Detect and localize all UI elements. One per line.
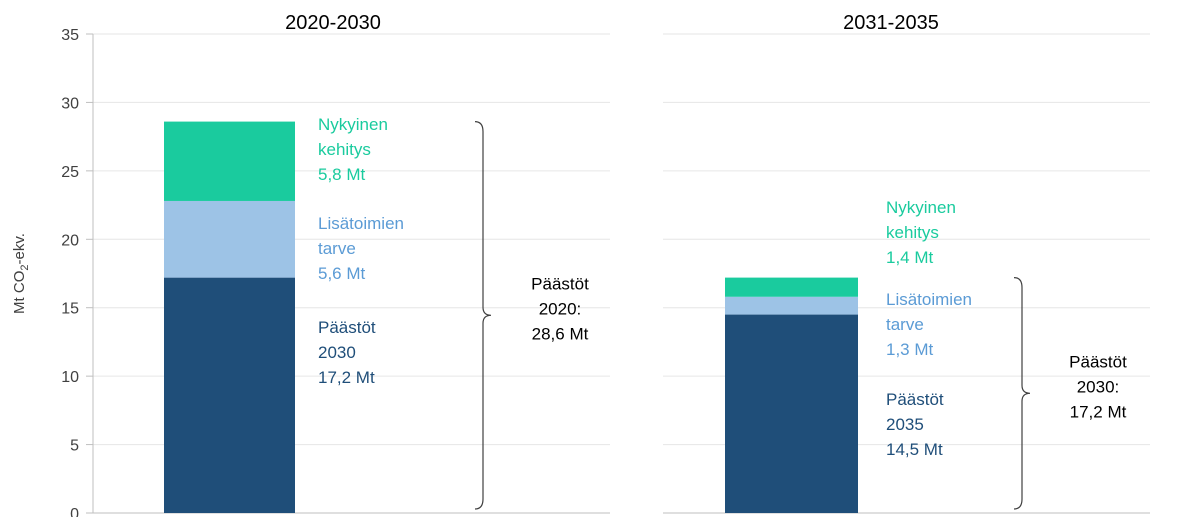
bar-segment xyxy=(164,121,295,201)
curly-brace xyxy=(474,120,492,510)
curly-brace xyxy=(1013,277,1031,510)
y-tick-label: 30 xyxy=(61,95,79,112)
y-tick-label: 25 xyxy=(61,164,79,181)
bar-segment xyxy=(164,277,295,513)
bar-segment xyxy=(164,200,295,278)
bars xyxy=(164,121,858,513)
y-tick-label: 5 xyxy=(70,438,79,455)
y-axis-label: Mt CO2-ekv. xyxy=(11,233,31,314)
bar-segment xyxy=(725,314,858,513)
segment-label: Nykyinen kehitys 1,4 Mt xyxy=(886,198,956,267)
segment-label: Nykyinen kehitys 5,8 Mt xyxy=(318,115,388,184)
bar-segment xyxy=(725,296,858,315)
panel-title: 2020-2030 xyxy=(285,12,381,34)
y-tick-label: 15 xyxy=(61,301,79,318)
y-tick-label: 35 xyxy=(61,27,79,44)
y-tick-label: 20 xyxy=(61,232,79,249)
y-tick-label: 0 xyxy=(70,506,79,517)
labels: 0 5 10 15 20 25 30 35 2020-2030 Päästöt 2030 17,2 M… xyxy=(61,12,1127,517)
segment-label: Lisätoimien tarve 5,6 Mt xyxy=(318,214,404,283)
segment-label: Lisätoimien tarve 1,3 Mt xyxy=(886,290,972,359)
panel-title: 2031-2035 xyxy=(843,12,939,34)
brace-label: Päästöt 2030: 17,2 Mt xyxy=(1069,352,1127,421)
y-tick-label: 10 xyxy=(61,369,79,386)
segment-label: Päästöt 2035 14,5 Mt xyxy=(886,390,944,459)
segment-label: Päästöt 2030 17,2 Mt xyxy=(318,318,376,387)
bar-segment xyxy=(725,277,858,297)
brace-label: Päästöt 2020: 28,6 Mt xyxy=(531,274,589,343)
